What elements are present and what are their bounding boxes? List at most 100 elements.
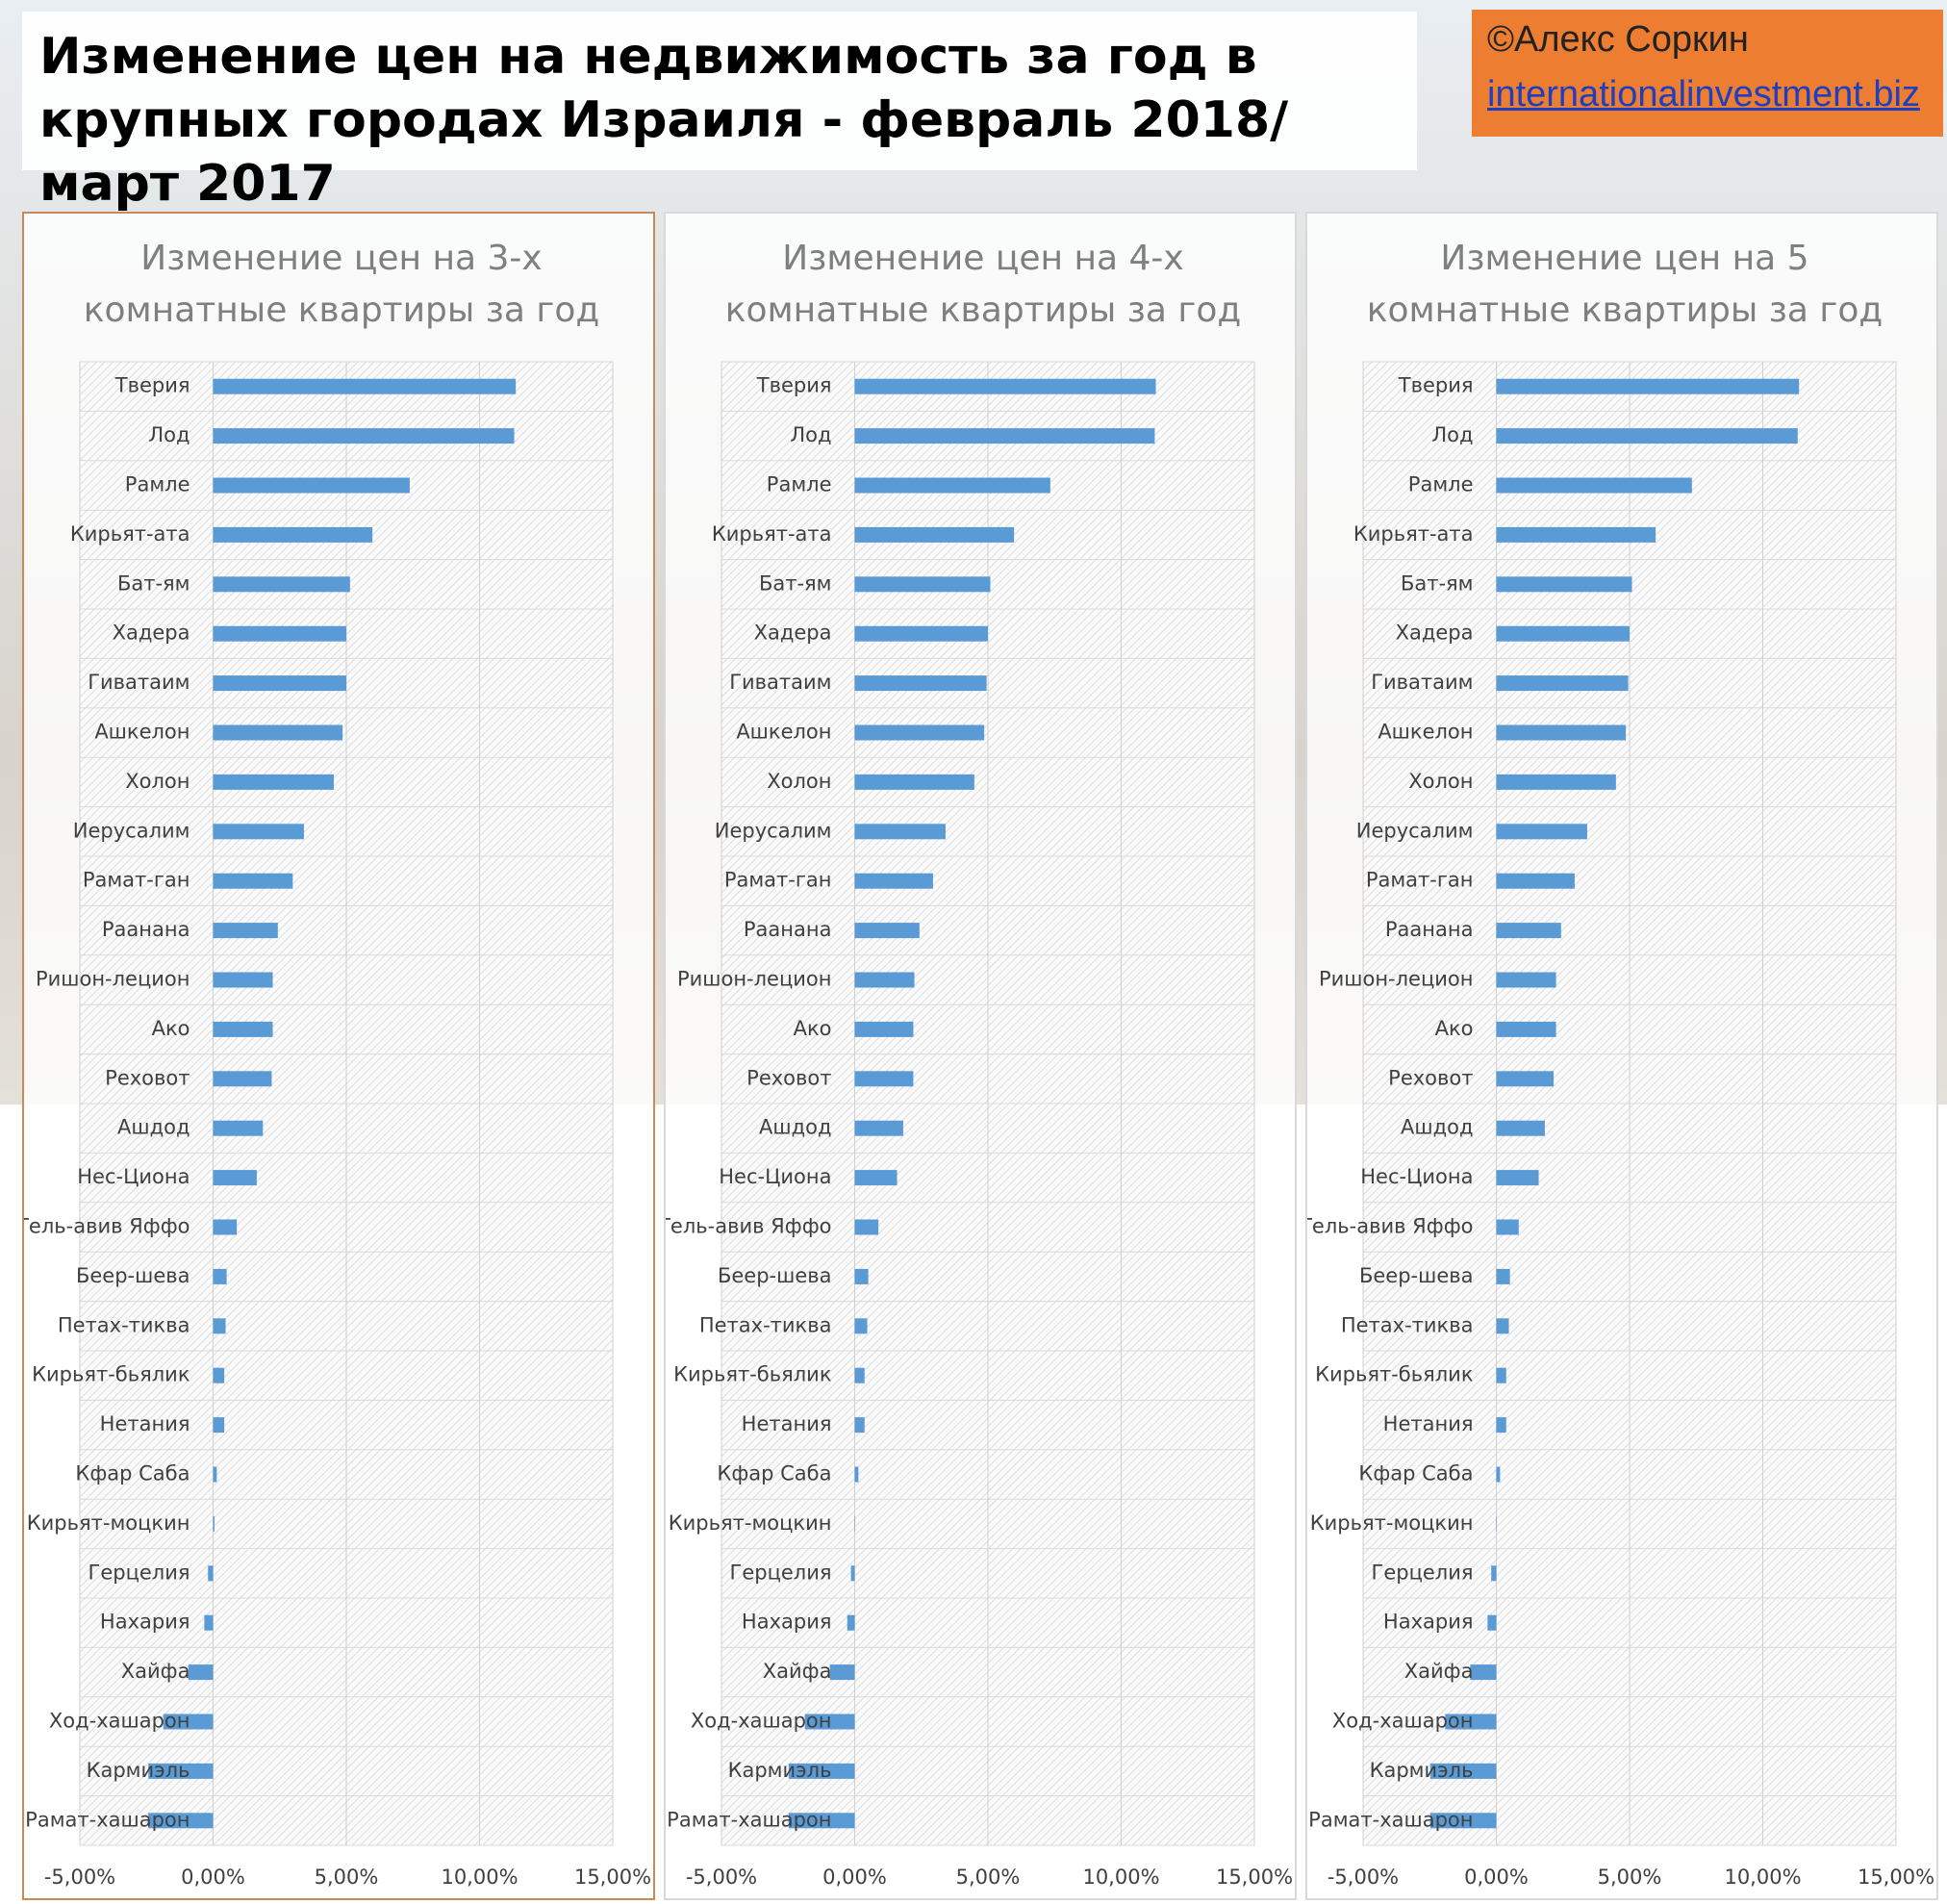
bar — [1496, 923, 1561, 939]
y-tick-label: Бат-ям — [1401, 571, 1474, 595]
bar — [213, 1515, 215, 1532]
y-tick-label: Лод — [148, 423, 190, 446]
bar — [1496, 1367, 1506, 1384]
y-tick-label: Реховот — [105, 1066, 190, 1089]
x-tick-label: 10,00% — [1082, 1866, 1159, 1889]
y-tick-label: Раанана — [102, 918, 190, 941]
y-tick-label: Рамат-хашарон — [25, 1808, 190, 1831]
y-tick-label: Нахария — [100, 1611, 190, 1634]
y-tick-label: Рамат-ган — [1366, 869, 1474, 892]
y-tick-label: Кирьят-ата — [712, 522, 832, 546]
bar — [854, 625, 988, 642]
bar — [213, 1219, 238, 1235]
y-tick-label: Хайфа — [121, 1660, 190, 1683]
bar — [854, 1021, 914, 1037]
y-tick-label: Ашдод — [759, 1116, 831, 1139]
y-tick-label: Ход-хашарон — [691, 1710, 832, 1733]
y-tick-label: Петах-тиква — [1341, 1313, 1474, 1336]
bar — [208, 1565, 214, 1582]
y-tick-label: Кирьят-моцкин — [27, 1511, 190, 1535]
y-tick-label: Бат-ям — [759, 571, 832, 595]
bar — [1496, 675, 1629, 692]
bar — [1496, 972, 1556, 988]
chart: -5,00% 0,00% 5,00% 10,00% 15,00% Тверия Лод Рам… — [666, 361, 1293, 1889]
y-tick-label: Ришон-лецион — [1319, 968, 1474, 991]
bar — [854, 1170, 898, 1186]
y-tick-label: Нес-Циона — [77, 1165, 190, 1188]
bar — [854, 1120, 903, 1136]
bar — [1496, 1021, 1556, 1037]
y-tick-label: Герцелия — [730, 1561, 832, 1584]
y-tick-label: Ашдод — [1401, 1116, 1473, 1139]
y-tick-label: Рамле — [125, 473, 190, 496]
y-tick-label: Герцелия — [1372, 1561, 1474, 1584]
bar — [213, 576, 350, 593]
bar — [213, 1466, 217, 1483]
bar — [213, 378, 517, 394]
bar — [1429, 1763, 1497, 1779]
bar — [213, 824, 304, 840]
bar — [854, 1071, 914, 1087]
y-tick-label: Ашдод — [117, 1116, 190, 1139]
y-tick-label: Ако — [794, 1017, 832, 1040]
bar — [854, 1466, 859, 1483]
bar — [854, 378, 1156, 394]
y-tick-label: Рамат-ган — [83, 869, 190, 892]
chart-title: Изменение цен на 5 комнатные квартиры за… — [1366, 239, 1884, 330]
y-tick-label: Хадера — [1396, 622, 1474, 645]
bar — [854, 1367, 865, 1384]
bar — [829, 1664, 855, 1681]
y-tick-label: Нес-Циона — [1360, 1165, 1473, 1188]
bar — [213, 972, 273, 988]
y-tick-label: Беер-шева — [76, 1264, 190, 1287]
x-tick-label: 0,00% — [822, 1866, 887, 1889]
bar — [1496, 1219, 1519, 1235]
y-tick-label: Гиватаим — [88, 671, 190, 694]
bar — [213, 1318, 226, 1334]
y-tick-label: Кармиэль — [1370, 1759, 1474, 1782]
bar — [213, 774, 334, 790]
bar — [854, 1268, 869, 1284]
y-tick-label: Рамат-хашарон — [667, 1808, 831, 1831]
bar — [1496, 1170, 1539, 1186]
bar — [148, 1813, 214, 1829]
y-tick-label: Тель-авив Яффо — [1307, 1215, 1474, 1238]
x-tick-label: 10,00% — [1724, 1866, 1801, 1889]
bar — [213, 1120, 264, 1136]
site-link[interactable]: internationalinvestment.biz — [1487, 74, 1920, 114]
y-tick-label: Раанана — [744, 918, 832, 941]
y-tick-label: Иерусалим — [1356, 819, 1474, 842]
bar — [213, 1417, 225, 1434]
y-tick-label: Ришон-лецион — [677, 968, 832, 991]
chart: -5,00% 0,00% 5,00% 10,00% 15,00% Тверия Лод Рам… — [1307, 361, 1934, 1889]
y-tick-label: Хайфа — [763, 1660, 832, 1683]
bar — [213, 477, 410, 494]
bar — [854, 428, 1155, 444]
bar — [1496, 1268, 1510, 1284]
bar — [213, 724, 343, 741]
y-tick-label: Петах-тиква — [58, 1313, 190, 1336]
y-tick-label: Раанана — [1385, 918, 1474, 941]
bar — [213, 1170, 257, 1186]
y-tick-label: Кирьят-бьялик — [673, 1363, 831, 1386]
x-tick-label: 5,00% — [315, 1866, 379, 1889]
bar — [213, 1071, 272, 1087]
y-tick-label: Тверия — [756, 374, 832, 397]
y-tick-label: Хадера — [754, 622, 832, 645]
y-tick-label: Нетания — [1383, 1412, 1474, 1435]
x-tick-label: 0,00% — [1464, 1866, 1529, 1889]
y-tick-label: Тель-авив Яффо — [24, 1215, 190, 1238]
y-tick-label: Тверия — [1398, 374, 1474, 397]
chart-panel: -5,00% 0,00% 5,00% 10,00% 15,00% Тверия Лод Рам… — [664, 212, 1297, 1900]
bar — [788, 1763, 855, 1779]
page-title: Изменение цен на недвижимость за год в к… — [22, 12, 1417, 213]
brand-box: ©Алекс Соркин internationalinvestment.bi… — [1472, 10, 1943, 137]
x-tick-label: 5,00% — [956, 1866, 1021, 1889]
bar — [204, 1614, 214, 1631]
bar — [1496, 428, 1798, 444]
bar — [213, 675, 346, 692]
bar — [163, 1714, 214, 1730]
y-tick-label: Кирьят-моцкин — [1310, 1511, 1474, 1535]
y-tick-label: Ако — [152, 1017, 190, 1040]
x-tick-label: -5,00% — [686, 1866, 757, 1889]
